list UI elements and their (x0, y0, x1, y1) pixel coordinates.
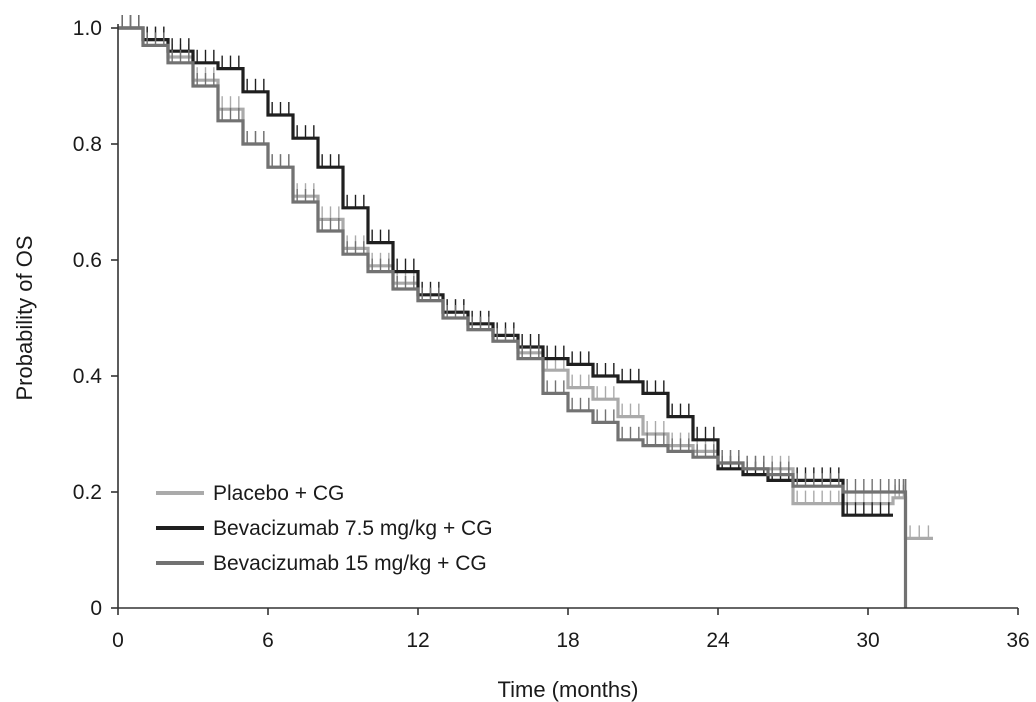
x-tick-label: 30 (856, 629, 879, 652)
legend-label-2: Bevacizumab 7.5 mg/kg + CG (213, 517, 493, 540)
x-axis-title: Time (months) (498, 677, 639, 702)
y-tick-label: 0.8 (73, 133, 102, 156)
y-axis-title: Probability of OS (12, 235, 37, 400)
legend: Placebo + CG Bevacizumab 7.5 mg/kg + CG Be… (156, 482, 493, 575)
y-tick-label: 0.4 (73, 365, 103, 388)
x-tick-label: 6 (262, 629, 274, 652)
x-tick-label: 24 (706, 629, 730, 652)
legend-label-1: Placebo + CG (213, 482, 344, 505)
censor-marks-2 (121, 15, 890, 516)
y-tick-label: 0.2 (73, 481, 102, 504)
axes-group: 0 6 12 18 24 30 36 0 0.2 0.4 0.6 0.8 1.0 (73, 17, 1030, 652)
y-tick-label: 0 (90, 597, 102, 620)
x-tick-label: 12 (406, 629, 429, 652)
series-line-2 (118, 26, 893, 517)
y-tick-label: 0.6 (73, 249, 102, 272)
x-tick-label: 18 (556, 629, 579, 652)
y-tick-label: 1.0 (73, 17, 102, 40)
series-line-1 (118, 26, 933, 540)
censor-marks-1 (121, 15, 930, 539)
x-tick-label: 36 (1006, 629, 1029, 652)
legend-label-3: Bevacizumab 15 mg/kg + CG (213, 552, 487, 575)
series-group (118, 15, 933, 608)
censor-marks-3 (121, 15, 907, 492)
x-tick-label: 0 (112, 629, 124, 652)
